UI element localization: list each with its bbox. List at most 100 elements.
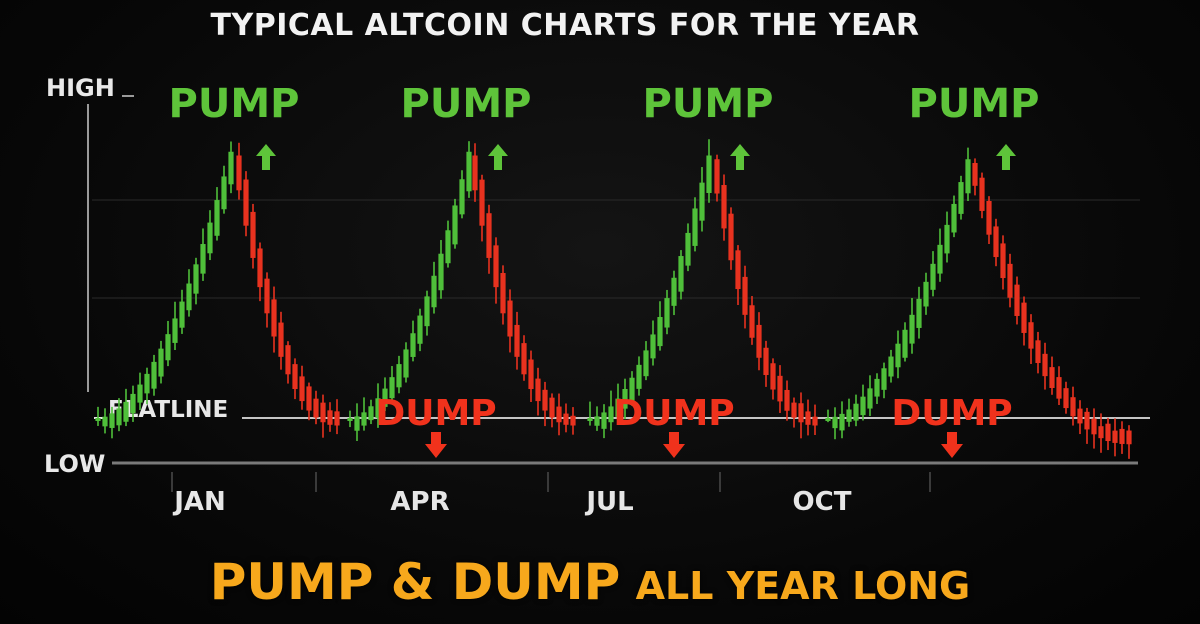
pump-label: PUMP — [909, 81, 1040, 127]
footer-banner: PUMP & DUMP ALL YEAR LONG — [0, 556, 1180, 612]
candle-bear — [798, 403, 804, 423]
candle-bull — [123, 401, 129, 422]
candle-bull — [615, 398, 621, 417]
candle-bear — [556, 406, 562, 423]
candle-bear — [1035, 340, 1041, 364]
candle-bear — [714, 159, 720, 194]
candle-bear — [777, 375, 783, 402]
candle-bear — [500, 272, 506, 314]
candle-bull — [706, 155, 712, 194]
candle-bull — [636, 364, 642, 389]
candle-bear — [1119, 428, 1125, 444]
candle-bull — [130, 393, 136, 414]
footer-banner-emphasis: PUMP & DUMP — [209, 553, 621, 611]
candle-bear — [770, 363, 776, 390]
candle-bull — [228, 151, 234, 185]
candle-bear — [334, 411, 340, 426]
candle-bull — [403, 349, 409, 378]
pump-label: PUMP — [401, 81, 532, 127]
dump-label: DUMP — [375, 393, 496, 434]
down-arrow-icon — [425, 432, 447, 458]
x-tick-label: APR — [390, 487, 449, 517]
footer-banner-rest: ALL YEAR LONG — [635, 564, 971, 608]
candle-bear — [507, 300, 513, 337]
down-arrow-icon — [663, 432, 685, 458]
candle-bear — [1105, 423, 1111, 442]
candle-bull — [109, 413, 115, 428]
x-tick-label: JAN — [172, 487, 226, 517]
candle-bear — [735, 250, 741, 290]
candle-bull — [200, 244, 206, 274]
candle-bull — [424, 296, 430, 327]
up-arrow-icon — [488, 144, 508, 170]
candle-bull — [95, 418, 101, 421]
candle-bull — [930, 263, 936, 290]
candle-bull — [678, 256, 684, 292]
candle-bull — [102, 416, 108, 427]
candle-bear — [986, 200, 992, 235]
candle-bear — [763, 347, 769, 376]
plot-area: JAN APR JUL OCT PUMP PUMP PUMP PUMP DUMP DUMP DUMP — [87, 81, 1150, 517]
candle-bear — [812, 416, 818, 426]
candle-bear — [1056, 377, 1062, 399]
candle-bull — [951, 203, 957, 233]
candle-bull — [867, 388, 873, 409]
candle-bear — [1126, 430, 1132, 445]
candle-bull — [825, 418, 831, 421]
candle-bear — [521, 343, 527, 375]
candle-bear — [278, 322, 284, 357]
candle-bear — [493, 245, 499, 288]
candle-bull — [650, 334, 656, 359]
candle-bull — [937, 244, 943, 274]
candle-bull — [396, 364, 402, 388]
candle-bear — [1112, 430, 1118, 443]
candle-bull — [417, 315, 423, 344]
candle-bear — [1014, 284, 1020, 316]
candle-bull — [944, 224, 950, 254]
candle-bear — [728, 213, 734, 261]
candle-bear — [1070, 397, 1076, 417]
candle-bear — [1063, 388, 1069, 409]
candle-bull — [916, 298, 922, 328]
up-arrow-icon — [996, 144, 1016, 170]
dump-label: DUMP — [891, 393, 1012, 434]
candle-bull — [347, 418, 353, 421]
candle-bear — [972, 163, 978, 186]
candle-bull — [601, 412, 607, 429]
candle-bear — [1000, 243, 1006, 279]
candle-bull — [853, 403, 859, 421]
candle-bull — [466, 151, 472, 192]
up-arrow-icon — [256, 144, 276, 170]
candle-bear — [570, 415, 576, 426]
candle-bear — [535, 378, 541, 402]
candle-bull — [179, 301, 185, 328]
candle-bear — [979, 177, 985, 211]
candle-bear — [1077, 408, 1083, 424]
candle-bull — [354, 416, 360, 431]
candle-bear — [1091, 418, 1097, 435]
candle-bull — [382, 388, 388, 407]
candle-bear — [486, 213, 492, 258]
candle-bull — [158, 348, 164, 377]
candle-bear — [805, 411, 811, 425]
candle-bull — [193, 264, 199, 294]
candle-bull — [839, 413, 845, 431]
candle-bear — [479, 179, 485, 226]
candle-bear — [542, 389, 548, 411]
candle-bear — [236, 155, 242, 191]
candle-bear — [299, 376, 305, 402]
up-arrow-icon — [730, 144, 750, 170]
candle-bear — [313, 398, 319, 418]
candle-bull — [165, 334, 171, 361]
candle-bull — [629, 377, 635, 401]
candle-bull — [699, 182, 705, 221]
candle-bear — [993, 226, 999, 258]
candle-bull — [438, 253, 444, 291]
candle-bull — [410, 333, 416, 357]
candle-bear — [250, 211, 256, 258]
candle-bull — [375, 398, 381, 418]
candle-bull — [151, 361, 157, 389]
candle-bear — [264, 278, 270, 314]
candle-bull — [116, 408, 122, 426]
candle-bear — [784, 389, 790, 411]
